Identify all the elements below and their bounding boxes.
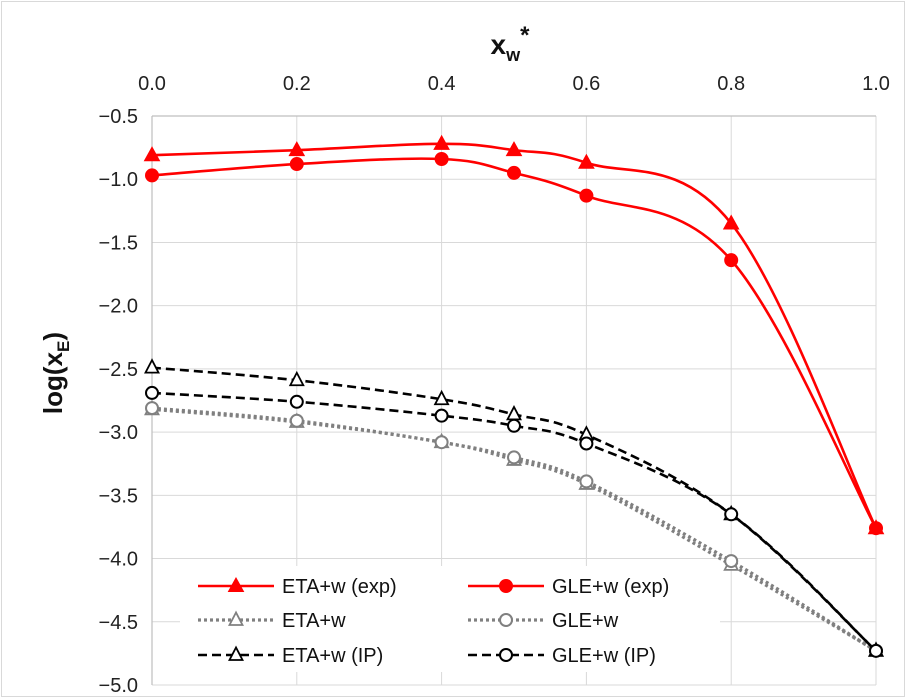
y-tick-label: −3.5: [99, 485, 138, 507]
data-point: [724, 253, 739, 268]
data-point: [145, 168, 159, 183]
data-point: [434, 435, 449, 450]
legend-item: GLE+w (IP): [468, 645, 656, 667]
y-tick-label: −2.5: [99, 359, 138, 381]
data-point: [869, 643, 883, 658]
data-point: [579, 474, 594, 489]
y-tick-label: −5.0: [99, 675, 138, 697]
x-axis-title-sub: w: [505, 45, 521, 65]
data-point: [506, 404, 522, 421]
x-tick-label: 0.4: [428, 73, 456, 95]
series-1: [145, 151, 883, 536]
data-point: [724, 507, 739, 522]
data-point: [143, 146, 161, 162]
x-tick-label: 0.2: [283, 73, 311, 95]
x-tick-label: 1.0: [862, 73, 890, 95]
series-line: [151, 142, 878, 529]
legend-item: ETA+w (IP): [198, 645, 383, 667]
y-tick-label: −4.0: [99, 549, 138, 571]
tick-labels: −0.5 −1.0 −1.5 −2.0 −2.5 −3.0 −3.5 −4.0 −4.5 −5.0…: [99, 73, 890, 697]
data-point: [145, 385, 159, 400]
data-point: [434, 408, 449, 423]
legend-marker: [499, 648, 513, 662]
x-axis-title: xw*: [491, 22, 531, 65]
data-point: [869, 521, 883, 536]
y-tick-label: −1.5: [99, 232, 138, 254]
legend-label: GLE+w (IP): [552, 645, 656, 667]
data-point: [144, 358, 160, 374]
legend-marker: [228, 645, 244, 661]
legend-item: ETA+w (exp): [198, 576, 397, 598]
data-point: [289, 157, 304, 172]
data-point: [507, 418, 521, 433]
legend-label: ETA+w: [282, 610, 346, 632]
y-tick-label: −0.5: [99, 106, 138, 128]
series-line: [151, 157, 878, 529]
legend-label: ETA+w (exp): [282, 576, 397, 598]
legend-item: GLE+w: [468, 610, 619, 632]
y-tick-label: −4.5: [99, 612, 138, 634]
y-axis-title-sub: E: [54, 341, 73, 352]
x-axis-title-main: x: [491, 29, 507, 60]
data-point: [289, 413, 304, 428]
legend-marker: [228, 610, 244, 626]
data-point: [505, 141, 523, 157]
series-0: [143, 134, 885, 535]
x-tick-label: 0.0: [138, 73, 166, 95]
data-point: [578, 153, 595, 169]
legend-label: GLE+w (exp): [552, 576, 669, 598]
data-point: [433, 389, 450, 406]
x-tick-label: 0.6: [572, 73, 600, 95]
data-point: [288, 370, 305, 387]
data-point: [724, 554, 739, 569]
data-point: [507, 450, 521, 465]
data-point: [288, 141, 306, 157]
data-point: [145, 401, 159, 416]
legend-marker: [227, 576, 245, 592]
legend-item: ETA+w: [198, 610, 346, 632]
data-point: [434, 151, 449, 166]
y-axis-title-end: ): [38, 332, 68, 341]
y-tick-label: −1.0: [99, 169, 138, 191]
y-axis-title-main: log(x: [38, 351, 68, 414]
x-tick-label: 0.8: [717, 73, 745, 95]
data-point: [289, 394, 304, 409]
legend-item: GLE+w (exp): [468, 576, 669, 598]
y-axis-title: log(xE): [38, 332, 73, 414]
data-point: [722, 214, 740, 230]
data-point: [433, 134, 450, 150]
x-axis-title-sup: *: [520, 22, 530, 49]
y-tick-label: −3.0: [99, 422, 138, 444]
data-point: [579, 188, 594, 203]
legend-marker: [499, 613, 513, 627]
legend-marker: [499, 579, 513, 593]
series-5: [145, 385, 883, 658]
data-point: [507, 165, 521, 180]
legend-label: ETA+w (IP): [282, 645, 383, 667]
series-group: [143, 134, 885, 658]
legend-label: GLE+w: [552, 610, 619, 632]
y-tick-label: −2.0: [99, 296, 138, 318]
legend: ETA+w (exp) GLE+w (exp) ETA+w GLE+w ETA+w (I…: [180, 566, 720, 672]
data-point: [579, 436, 594, 451]
